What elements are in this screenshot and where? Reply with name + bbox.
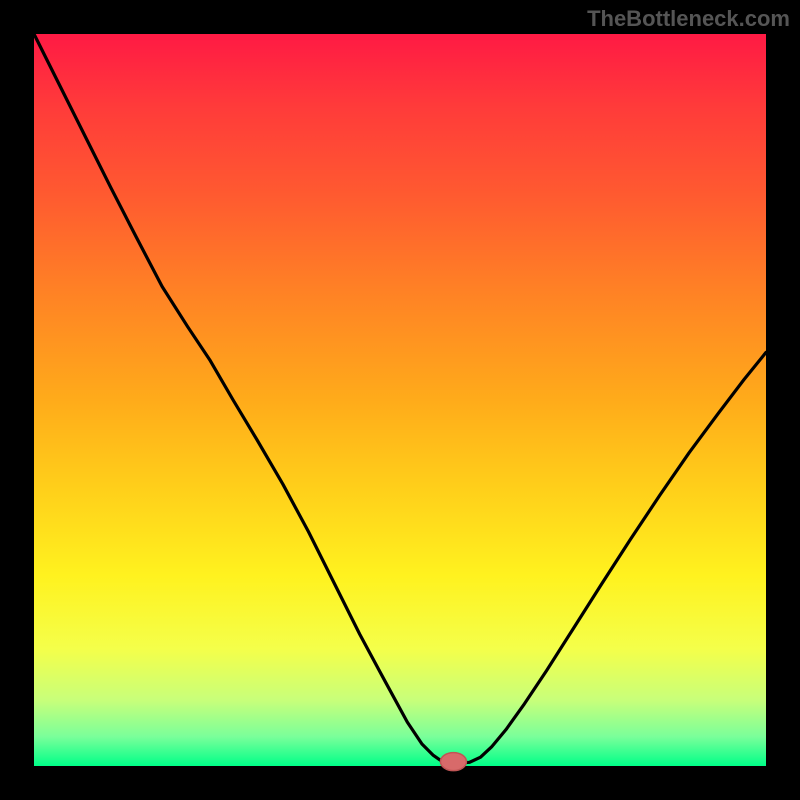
bottleneck-chart [0, 0, 800, 800]
plot-background [34, 34, 766, 766]
optimum-marker [440, 753, 466, 771]
watermark-text: TheBottleneck.com [587, 6, 790, 32]
chart-container: TheBottleneck.com [0, 0, 800, 800]
